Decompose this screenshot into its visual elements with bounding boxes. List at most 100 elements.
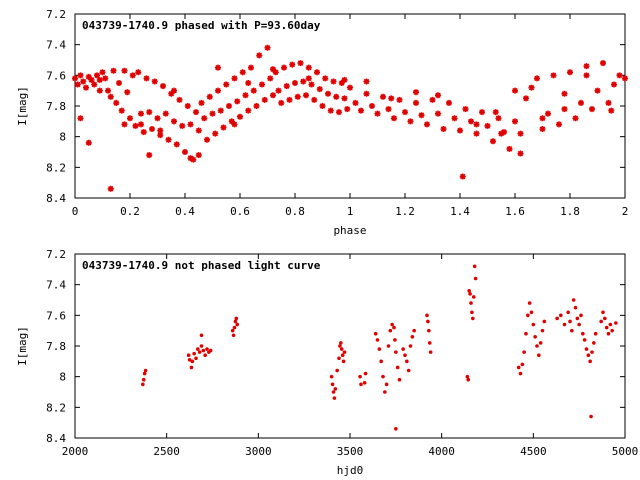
- y-axis-label: I[mag]: [16, 86, 29, 126]
- data-point: [406, 368, 411, 373]
- data-point: [338, 344, 342, 348]
- y-tick-label: 8: [59, 131, 66, 144]
- data-point: [129, 72, 136, 79]
- data-point: [588, 359, 592, 364]
- data-point: [294, 93, 301, 100]
- tick-marks: [74, 253, 626, 439]
- data-point: [118, 107, 125, 114]
- data-point: [339, 347, 344, 351]
- data-point: [165, 136, 172, 143]
- data-point: [582, 338, 587, 342]
- data-point: [223, 81, 230, 88]
- data-point: [492, 109, 499, 116]
- y-tick-label: 7.4: [46, 279, 66, 292]
- data-point: [194, 356, 198, 361]
- data-point: [545, 110, 551, 117]
- y-tick-label: 8.4: [46, 192, 66, 205]
- data-point: [396, 96, 403, 103]
- data-point: [245, 80, 252, 86]
- data-point: [622, 75, 628, 82]
- data-point: [140, 129, 147, 136]
- data-point: [204, 136, 210, 143]
- data-point: [272, 69, 279, 76]
- data-point: [561, 106, 568, 113]
- data-point: [426, 319, 430, 324]
- data-point: [529, 310, 534, 315]
- x-axis-label: phase: [333, 224, 366, 237]
- data-point: [359, 382, 363, 387]
- data-point: [429, 96, 436, 103]
- data-point: [440, 126, 447, 132]
- data-point: [535, 344, 539, 348]
- x-tick-label: 1.6: [505, 205, 525, 218]
- chart-title: 043739-1740.9 not phased light curve: [82, 259, 321, 272]
- data-point: [405, 359, 409, 364]
- data-point: [171, 87, 177, 94]
- data-point: [199, 344, 204, 348]
- data-point: [344, 106, 351, 113]
- data-point: [193, 109, 199, 116]
- data-point: [462, 106, 469, 113]
- data-point: [363, 78, 370, 85]
- data-point: [316, 86, 323, 93]
- data-point: [467, 289, 471, 293]
- data-point: [427, 341, 432, 345]
- data-point: [537, 353, 541, 358]
- data-point: [231, 333, 236, 338]
- data-point: [517, 130, 524, 137]
- data-point: [577, 322, 581, 327]
- data-point: [121, 121, 128, 128]
- data-point: [589, 106, 595, 113]
- data-point: [300, 78, 307, 85]
- data-point: [435, 92, 441, 99]
- data-point: [72, 75, 78, 82]
- data-point: [157, 127, 164, 134]
- data-point: [559, 313, 563, 318]
- data-point: [465, 374, 470, 379]
- data-point: [242, 92, 249, 99]
- data-point: [581, 331, 585, 336]
- data-point: [352, 99, 359, 106]
- data-point: [446, 99, 452, 106]
- data-point: [264, 44, 271, 51]
- data-point: [614, 321, 618, 325]
- data-point: [374, 110, 381, 117]
- data-point: [522, 350, 526, 354]
- data-point: [261, 96, 268, 103]
- data-point: [473, 121, 480, 128]
- data-point: [388, 95, 395, 102]
- data-point: [594, 87, 601, 94]
- data-point: [330, 78, 337, 85]
- y-axis-label: I[mag]: [16, 326, 29, 366]
- data-point: [377, 347, 382, 351]
- data-point: [386, 344, 391, 348]
- data-point: [561, 90, 568, 97]
- data-point: [605, 99, 612, 106]
- data-point: [248, 64, 254, 71]
- data-point: [363, 371, 368, 376]
- x-tick-label: 4500: [520, 445, 547, 458]
- data-point: [451, 115, 458, 122]
- data-point: [418, 112, 425, 119]
- data-point: [250, 87, 257, 94]
- data-point: [479, 109, 485, 116]
- data-point: [590, 350, 594, 354]
- data-point: [267, 75, 274, 82]
- data-point: [369, 103, 375, 109]
- data-point: [186, 353, 191, 358]
- data-point: [208, 348, 213, 353]
- data-point: [149, 126, 155, 132]
- data-point: [401, 347, 405, 351]
- data-point: [407, 118, 414, 125]
- data-point: [201, 115, 208, 122]
- data-point: [226, 103, 232, 109]
- data-point: [402, 109, 408, 116]
- data-point: [457, 127, 463, 134]
- data-point: [562, 322, 567, 327]
- data-point: [235, 322, 240, 327]
- data-point: [342, 350, 347, 354]
- data-point: [381, 374, 385, 379]
- data-point: [611, 81, 617, 88]
- data-point: [424, 121, 430, 128]
- data-point: [231, 75, 238, 82]
